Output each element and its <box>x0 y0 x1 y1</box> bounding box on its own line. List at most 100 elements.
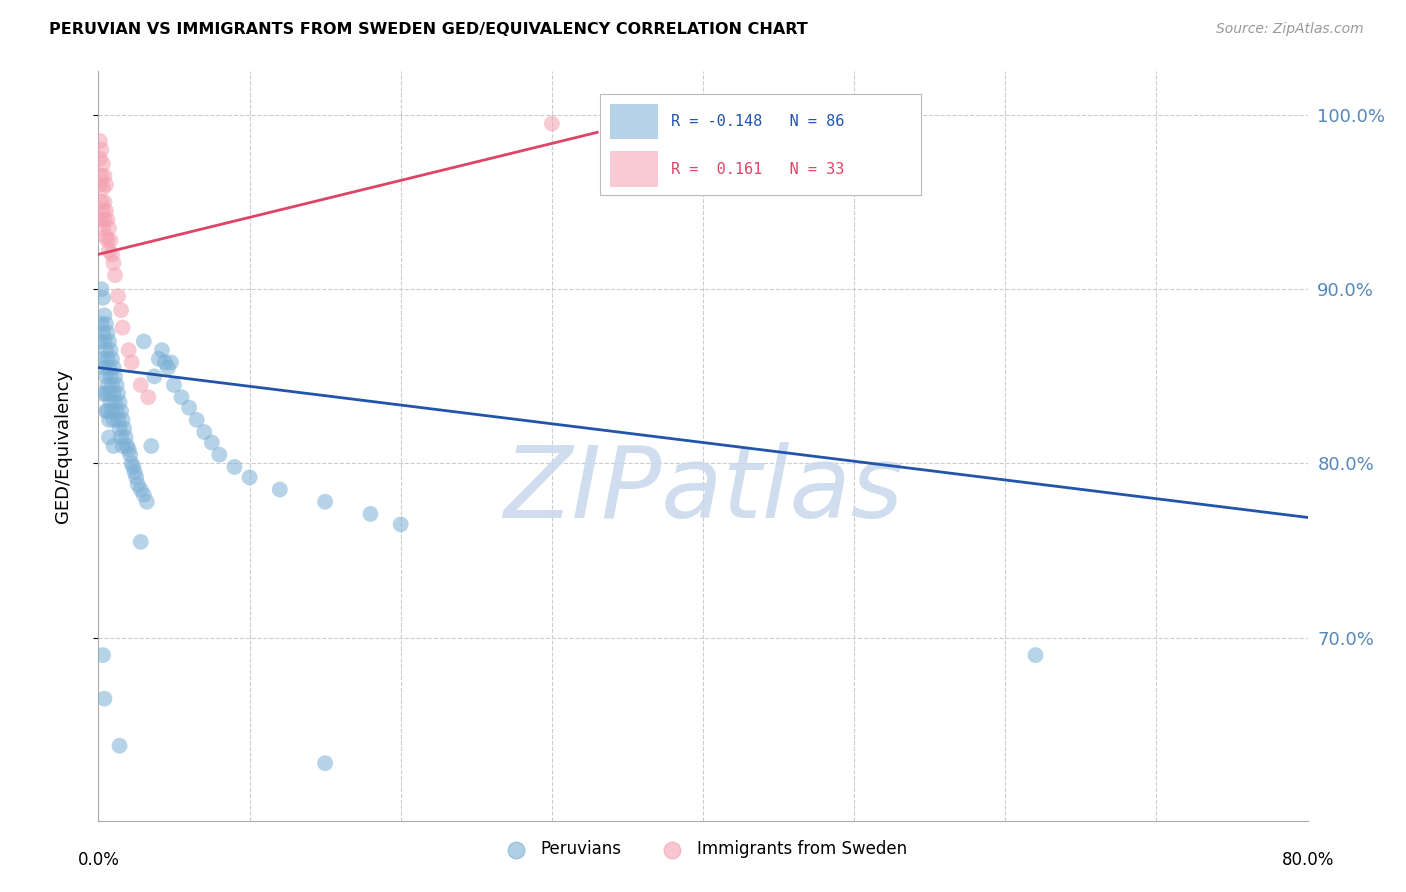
Point <box>129 378 152 392</box>
Point <box>100 233 122 247</box>
Point <box>103 256 125 270</box>
Point <box>314 495 336 509</box>
Point <box>389 517 412 532</box>
Point <box>96 212 118 227</box>
Point <box>107 386 129 401</box>
Point <box>104 268 127 283</box>
Text: Source: ZipAtlas.com: Source: ZipAtlas.com <box>1216 22 1364 37</box>
Point <box>94 203 117 218</box>
Point <box>104 369 127 384</box>
Point <box>89 134 111 148</box>
Point <box>94 317 117 331</box>
Point <box>90 195 112 210</box>
Point <box>112 421 135 435</box>
Point <box>121 355 143 369</box>
Point <box>90 282 112 296</box>
Text: 80.0%: 80.0% <box>1281 851 1334 869</box>
Point <box>163 378 186 392</box>
Point <box>90 143 112 157</box>
Point <box>96 378 118 392</box>
Point <box>96 326 118 340</box>
Point <box>224 459 246 474</box>
Point <box>93 360 115 375</box>
Point <box>98 244 121 258</box>
Point <box>91 221 114 235</box>
Point <box>93 334 115 349</box>
Point <box>103 386 125 401</box>
Point <box>129 534 152 549</box>
Point <box>94 230 117 244</box>
Point <box>136 390 159 404</box>
Point <box>98 221 121 235</box>
Point <box>90 212 112 227</box>
Point <box>91 291 114 305</box>
Point <box>111 413 134 427</box>
Point <box>201 435 224 450</box>
Point <box>103 413 125 427</box>
Point <box>101 247 124 261</box>
Point <box>111 439 134 453</box>
Point <box>179 401 201 415</box>
Point <box>110 430 132 444</box>
Point <box>90 317 112 331</box>
Point <box>114 430 136 444</box>
Point <box>170 390 193 404</box>
Point <box>94 343 117 358</box>
Point <box>91 181 114 195</box>
Point <box>118 343 141 358</box>
Point <box>94 404 117 418</box>
Point <box>90 169 112 183</box>
Text: PERUVIAN VS IMMIGRANTS FROM SWEDEN GED/EQUIVALENCY CORRELATION CHART: PERUVIAN VS IMMIGRANTS FROM SWEDEN GED/E… <box>49 22 808 37</box>
Point <box>91 203 114 218</box>
Point <box>103 360 125 375</box>
Point <box>111 320 134 334</box>
Point <box>156 360 179 375</box>
Point <box>100 369 122 384</box>
Point <box>105 404 128 418</box>
Point <box>101 378 124 392</box>
Point <box>100 395 122 409</box>
Point <box>239 470 262 484</box>
Point <box>193 425 215 439</box>
Point <box>100 343 122 358</box>
Point <box>125 470 148 484</box>
Point <box>91 157 114 171</box>
Point <box>132 488 155 502</box>
Point <box>110 303 132 318</box>
Point <box>93 195 115 210</box>
Point <box>96 351 118 366</box>
Point <box>105 378 128 392</box>
Point <box>89 334 111 349</box>
Point <box>540 117 562 131</box>
Point <box>91 648 114 662</box>
Point <box>93 308 115 322</box>
Point <box>101 351 124 366</box>
Point <box>110 404 132 418</box>
Point <box>96 233 118 247</box>
Point <box>124 465 146 479</box>
Point <box>98 360 121 375</box>
Point <box>103 439 125 453</box>
Point <box>107 289 129 303</box>
Text: 0.0%: 0.0% <box>77 851 120 869</box>
Point <box>93 691 115 706</box>
Point <box>141 439 163 453</box>
Point <box>135 495 157 509</box>
Y-axis label: GED/Equivalency: GED/Equivalency <box>53 369 72 523</box>
Point <box>143 369 166 384</box>
Point <box>93 212 115 227</box>
Point <box>132 334 155 349</box>
Point <box>150 343 173 358</box>
Legend: Peruvians, Immigrants from Sweden: Peruvians, Immigrants from Sweden <box>492 833 914 864</box>
Point <box>360 507 382 521</box>
Point <box>208 448 231 462</box>
Text: ZIPatlas: ZIPatlas <box>503 442 903 540</box>
Point <box>148 351 170 366</box>
Point <box>122 459 145 474</box>
Point <box>91 386 114 401</box>
Point <box>94 386 117 401</box>
Point <box>94 369 117 384</box>
Point <box>96 404 118 418</box>
Point <box>91 326 114 340</box>
Point <box>118 442 141 457</box>
